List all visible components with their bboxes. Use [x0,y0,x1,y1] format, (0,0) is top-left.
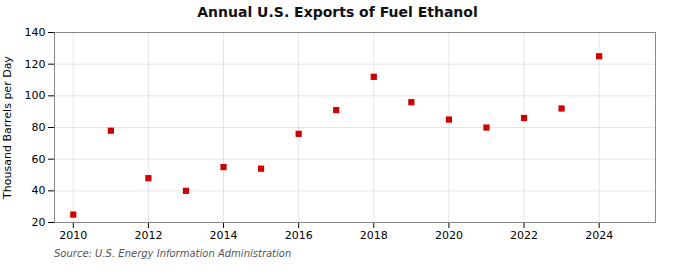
svg-text:Thousand Barrels per Day: Thousand Barrels per Day [1,56,14,200]
svg-text:120: 120 [25,58,46,71]
svg-text:2022: 2022 [510,229,538,242]
svg-text:40: 40 [32,184,46,197]
svg-text:2024: 2024 [585,229,613,242]
svg-text:100: 100 [25,89,46,102]
html-text:Annual U.S. Exports of Fuel Et: Annual U.S. Exports of Fuel Ethanol [197,4,478,20]
svg-text:20: 20 [32,216,46,229]
html-text:Source: U.S. Energy Informatio: Source: U.S. Energy Information Administ… [54,248,292,259]
svg-text:2016: 2016 [285,229,313,242]
svg-text:2012: 2012 [134,229,162,242]
svg-text:60: 60 [32,153,46,166]
svg-text:80: 80 [32,121,46,134]
svg-text:140: 140 [25,26,46,39]
svg-text:2020: 2020 [435,229,463,242]
svg-text:2010: 2010 [59,229,87,242]
svg-text:2018: 2018 [360,229,388,242]
svg-text:2014: 2014 [210,229,238,242]
